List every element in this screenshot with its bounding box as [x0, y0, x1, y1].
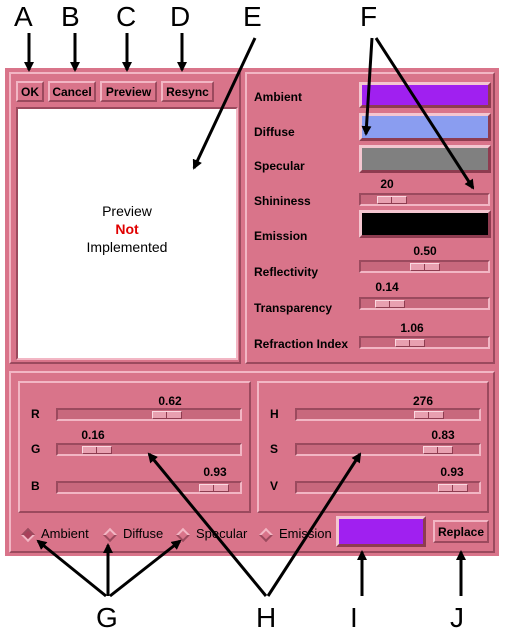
reflectivity-slider[interactable] [359, 260, 490, 273]
resync-button[interactable]: Resync [161, 81, 214, 102]
b-label: B [31, 479, 40, 493]
b-slider-thumb[interactable] [199, 484, 229, 492]
material-properties-panel: Ambient Diffuse Specular Shininess 20 Em… [245, 72, 495, 364]
refraction-index-label: Refraction Index [254, 337, 349, 351]
reflectivity-value: 0.50 [413, 244, 437, 258]
h-slider[interactable] [295, 408, 481, 421]
transparency-value: 0.14 [375, 280, 399, 294]
cancel-button[interactable]: Cancel [48, 81, 96, 102]
reflectivity-slider-thumb[interactable] [410, 263, 440, 271]
r-slider-thumb[interactable] [152, 411, 182, 419]
shininess-slider-thumb[interactable] [377, 196, 407, 204]
b-slider[interactable] [56, 481, 242, 494]
shininess-label: Shininess [254, 194, 311, 208]
ambient-label: Ambient [254, 90, 302, 104]
refraction-index-slider-thumb[interactable] [395, 339, 425, 347]
transparency-slider-thumb[interactable] [375, 300, 405, 308]
arrow-g-ambient [36, 539, 107, 598]
current-color-swatch [336, 516, 426, 547]
s-slider[interactable] [295, 443, 481, 456]
callout-letter-d: D [170, 1, 191, 32]
transparency-slider[interactable] [359, 297, 490, 310]
arrow-f-diffuse [361, 37, 374, 136]
callout-letter-g: G [96, 602, 118, 633]
preview-area: Preview Not Implemented [16, 107, 238, 360]
callout-letter-f: F [360, 1, 378, 32]
specular-label: Specular [254, 159, 305, 173]
callout-letter-a: A [14, 1, 33, 32]
callout-letter-e: E [243, 1, 262, 32]
radio-ambient-label[interactable]: Ambient [41, 526, 89, 541]
s-slider-thumb[interactable] [423, 446, 453, 454]
arrow-h-hsv [266, 452, 362, 597]
shininess-value: 20 [380, 177, 394, 191]
h-value: 276 [412, 394, 434, 408]
preview-text-line1: Preview [102, 203, 152, 219]
callout-letter-i: I [350, 602, 358, 633]
preview-text-line3: Implemented [86, 239, 168, 255]
refraction-index-slider[interactable] [359, 336, 490, 349]
transparency-label: Transparency [254, 301, 333, 315]
arrow-e [192, 37, 257, 170]
v-label: V [270, 479, 279, 493]
material-editor-dialog: OK Cancel Preview Resync Preview Not Imp… [5, 68, 499, 556]
refraction-index-value: 1.06 [400, 321, 424, 335]
b-value: 0.93 [203, 465, 227, 479]
preview-panel: OK Cancel Preview Resync Preview Not Imp… [9, 72, 241, 364]
diffuse-label: Diffuse [254, 125, 295, 139]
replace-button[interactable]: Replace [433, 520, 489, 543]
callout-letter-c: C [116, 1, 137, 32]
v-slider-thumb[interactable] [438, 484, 468, 492]
s-value: 0.83 [431, 428, 455, 442]
h-label: H [270, 407, 279, 421]
preview-text-line2: Not [115, 221, 139, 237]
shininess-slider[interactable] [359, 193, 490, 206]
radio-emission-label[interactable]: Emission [279, 526, 332, 541]
arrow-g-specular [109, 539, 182, 598]
r-slider[interactable] [56, 408, 242, 421]
emission-label: Emission [254, 229, 308, 243]
h-slider-thumb[interactable] [414, 411, 444, 419]
arrow-f-shininess [374, 37, 475, 190]
ambient-color-swatch[interactable] [359, 82, 491, 108]
callout-letter-b: B [61, 1, 80, 32]
v-value: 0.93 [440, 465, 464, 479]
g-slider-thumb[interactable] [82, 446, 112, 454]
preview-button[interactable]: Preview [100, 81, 157, 102]
r-label: R [31, 407, 40, 421]
color-editor-panel: R 0.62 G 0.16 B 0.93 H 276 S 0.83 [9, 371, 495, 553]
emission-color-swatch[interactable] [359, 210, 491, 238]
specular-color-swatch[interactable] [359, 145, 491, 173]
arrow-h-rgb [147, 452, 268, 597]
ok-button[interactable]: OK [16, 81, 44, 102]
r-value: 0.62 [158, 394, 182, 408]
radio-specular-label[interactable]: Specular [196, 526, 248, 541]
s-label: S [270, 442, 279, 456]
g-label: G [31, 442, 41, 456]
reflectivity-label: Reflectivity [254, 265, 319, 279]
radio-diffuse-label[interactable]: Diffuse [123, 526, 164, 541]
g-value: 0.16 [81, 428, 105, 442]
callout-letter-h: H [256, 602, 277, 633]
callout-letter-j: J [450, 602, 464, 633]
rgb-panel: R 0.62 G 0.16 B 0.93 [18, 381, 251, 513]
